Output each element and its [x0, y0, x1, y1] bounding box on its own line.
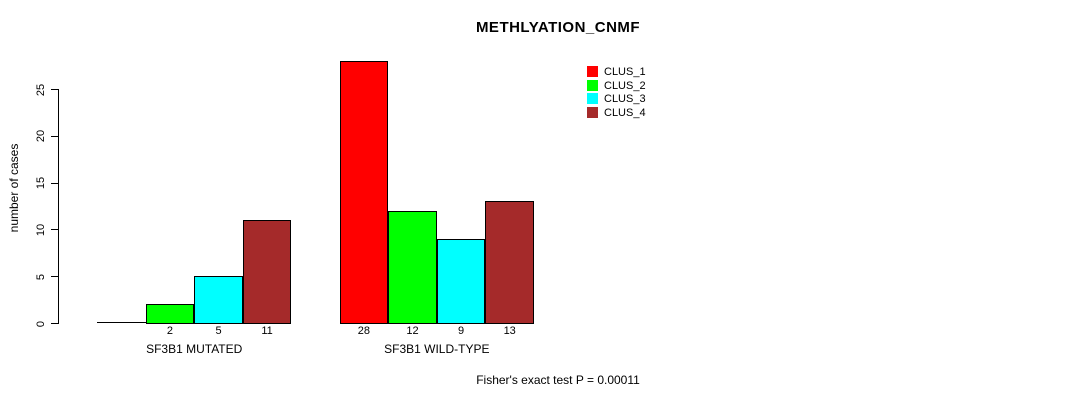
bar-clus_1: [339, 61, 389, 324]
bar-value-label: 5: [215, 325, 222, 337]
y-tick-label: 10: [35, 223, 47, 237]
bar-clus_1-zero: [97, 322, 146, 323]
bar-clus_2: [145, 304, 195, 324]
legend-swatch-icon: [587, 79, 598, 91]
y-tick-mark: [51, 323, 59, 324]
bar-value-label: 11: [261, 325, 273, 337]
y-tick-label: 25: [35, 83, 47, 96]
chart-title: METHLYATION_CNMF: [475, 19, 641, 36]
bar-clus_4: [242, 220, 292, 324]
category-label: SF3B1 WILD-TYPE: [384, 342, 490, 356]
bar-value-label: 2: [166, 325, 173, 337]
y-tick-label: 0: [35, 320, 47, 327]
bar-value-label: 9: [458, 325, 465, 337]
bar-value-label: 13: [503, 325, 516, 337]
legend-label: CLUS_1: [604, 66, 646, 78]
fisher-test-annotation: Fisher's exact test P = 0.00011: [476, 373, 640, 387]
y-tick-mark: [51, 182, 59, 184]
bar-clus_3: [436, 239, 486, 324]
bar-clus_2: [388, 211, 437, 324]
bar-value-label: 12: [406, 325, 419, 337]
legend-swatch-icon: [587, 66, 598, 77]
y-tick-mark: [51, 135, 59, 137]
y-tick-mark: [51, 229, 59, 231]
y-tick-mark: [51, 89, 59, 90]
bar-clus_3: [194, 276, 243, 324]
category-label: SF3B1 MUTATED: [146, 342, 243, 356]
legend-label: CLUS_3: [604, 93, 646, 106]
legend-label: CLUS_2: [604, 79, 646, 92]
legend-swatch-icon: [587, 93, 598, 105]
bar-clus_4: [485, 201, 534, 324]
legend-swatch-icon: [587, 107, 598, 119]
y-tick-label: 15: [35, 176, 47, 190]
bar-value-label: 28: [357, 325, 371, 337]
y-axis-label: number of cases: [7, 143, 21, 233]
y-tick-label: 20: [35, 130, 47, 143]
y-tick-mark: [51, 276, 59, 278]
y-axis-line: [58, 89, 59, 324]
y-tick-label: 5: [35, 273, 47, 280]
legend-label: CLUS_4: [604, 107, 646, 120]
